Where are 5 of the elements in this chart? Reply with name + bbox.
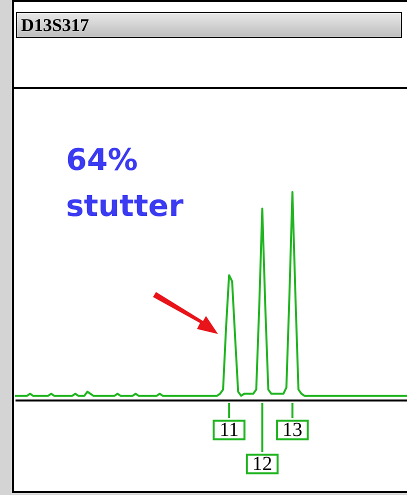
annotation: 64% stutter [66,142,184,226]
text: 11 [219,419,239,441]
chart-title: D13S317 [16,12,402,38]
text: 13 [282,419,302,441]
text: 12 [252,453,272,475]
